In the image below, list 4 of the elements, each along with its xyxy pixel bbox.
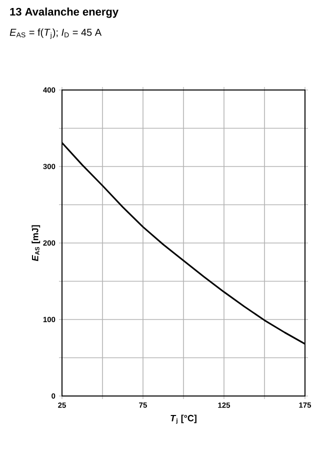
chart-title: 13 Avalanche energy [10, 8, 118, 18]
text: E$_{AS}$ = f(T$_{j}$); I$_{D}$ = 45 A [10, 28, 102, 39]
x-axis-title: T$_{j}$ [°C] [170, 414, 196, 424]
y-axis-title: E$_{AS}$ [mJ] [32, 225, 40, 262]
